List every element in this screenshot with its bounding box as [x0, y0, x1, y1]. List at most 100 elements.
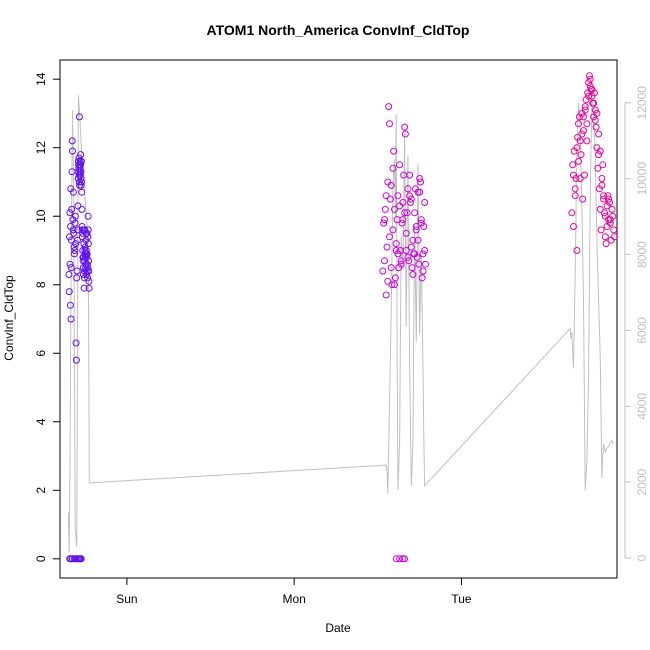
data-point	[405, 257, 413, 265]
data-point	[77, 157, 85, 165]
data-point	[73, 274, 81, 282]
data-point	[601, 209, 608, 217]
scatter-points	[65, 72, 618, 563]
data-point	[569, 161, 577, 169]
y-tick-label: 2	[34, 487, 48, 494]
data-point	[85, 257, 93, 265]
data-point	[72, 356, 80, 364]
data-point	[73, 267, 81, 275]
data-point	[594, 164, 602, 172]
y-tick-label: 8	[34, 281, 48, 288]
data-point	[69, 147, 76, 155]
bottom-axis: Sun Mon Tue	[116, 578, 472, 606]
data-point	[579, 195, 587, 203]
data-point	[407, 195, 415, 203]
data-point	[77, 175, 85, 182]
data-point	[406, 192, 414, 200]
data-point	[386, 233, 393, 241]
data-point	[72, 339, 80, 347]
data-point	[79, 229, 87, 237]
data-point	[391, 274, 399, 282]
data-point	[84, 264, 92, 272]
data-point	[394, 192, 402, 200]
data-point	[575, 157, 582, 165]
data-point	[78, 188, 86, 196]
data-point	[67, 315, 75, 323]
data-point	[386, 195, 394, 203]
data-point	[84, 233, 92, 241]
data-point	[416, 175, 424, 182]
data-point	[76, 164, 84, 172]
data-point	[598, 181, 606, 189]
data-point	[598, 175, 606, 182]
data-point	[599, 161, 607, 169]
data-point	[83, 260, 91, 268]
data-point	[84, 274, 92, 282]
data-point	[570, 171, 577, 179]
data-point	[585, 92, 593, 100]
data-point	[595, 130, 603, 138]
data-point	[65, 271, 73, 278]
data-point	[417, 219, 425, 227]
data-point	[70, 243, 78, 251]
data-point	[419, 250, 427, 258]
data-point	[406, 171, 414, 179]
data-point	[392, 240, 400, 248]
data-point	[397, 260, 405, 268]
data-point	[396, 202, 404, 210]
data-point	[77, 168, 85, 176]
data-point	[68, 137, 76, 145]
data-point	[577, 151, 585, 159]
data-point	[571, 192, 579, 200]
data-point	[379, 267, 387, 275]
x-tick-label: Mon	[283, 592, 306, 606]
y-axis-label: ConvInf_CldTop	[2, 275, 16, 361]
data-point	[568, 209, 576, 217]
x-tick-label: Sun	[116, 592, 137, 606]
data-point	[407, 243, 415, 251]
y-tick-label: 12	[34, 141, 48, 155]
data-point	[606, 199, 613, 206]
data-point	[85, 267, 93, 275]
data-point	[71, 247, 79, 254]
data-point	[601, 212, 609, 220]
data-point	[391, 205, 398, 213]
data-point	[415, 260, 423, 268]
data-point	[78, 205, 86, 213]
data-point	[389, 164, 397, 172]
data-point	[411, 250, 419, 258]
data-point	[421, 247, 429, 254]
data-point	[381, 205, 389, 213]
data-point	[604, 192, 612, 200]
data-point	[601, 233, 609, 241]
y2-tick-label: 12000	[635, 86, 649, 120]
y-tick-label: 4	[34, 418, 48, 425]
data-point	[610, 226, 618, 234]
data-point	[401, 209, 409, 217]
data-point	[382, 291, 390, 299]
data-point	[418, 274, 426, 282]
y-tick-label: 10	[34, 209, 48, 223]
data-point	[70, 250, 78, 258]
data-point	[84, 240, 92, 248]
data-point	[69, 226, 77, 234]
data-point	[384, 277, 392, 285]
data-point	[399, 216, 407, 224]
data-point	[583, 137, 591, 145]
data-point	[412, 223, 420, 230]
data-point	[72, 240, 80, 248]
data-point	[70, 229, 78, 237]
data-point	[401, 555, 409, 563]
data-point	[65, 288, 73, 296]
data-point	[421, 199, 429, 206]
data-point	[576, 175, 584, 182]
data-point	[597, 226, 605, 234]
data-point	[77, 181, 85, 189]
data-point	[73, 236, 81, 244]
data-point	[581, 106, 589, 114]
data-point	[69, 188, 77, 196]
data-point	[66, 209, 74, 217]
data-point	[595, 151, 603, 159]
